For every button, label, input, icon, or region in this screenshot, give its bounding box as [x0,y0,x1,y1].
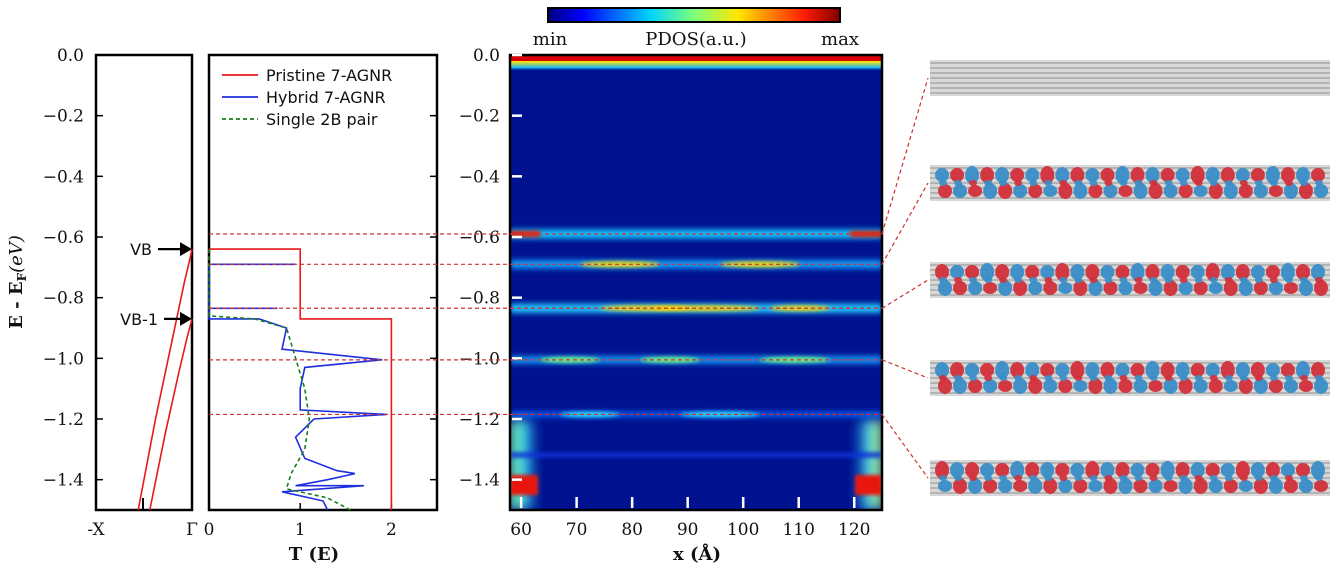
y-tick-label: −0.6 [43,228,84,248]
colorbar-max-label: max [821,29,859,50]
band-x-tick-label: -X [87,520,105,540]
legend-entry: Hybrid 7-AGNR [266,88,386,107]
band-x-tick-label: Γ [186,520,198,540]
arrow-head-icon [180,242,192,257]
y-tick-label: −0.4 [459,167,500,187]
y-tick-label: −1.2 [459,410,500,430]
transmission-series-line [209,248,393,510]
ribbon-isosurface-image [930,460,1330,496]
colorbar [547,7,841,23]
x-tick-label: 2 [386,520,397,540]
x-tick-label: 0 [204,520,215,540]
x-tick-label: 110 [782,520,814,540]
y-tick-label: −0.6 [459,228,500,248]
pdos-frame [508,53,884,512]
band-curve [149,318,193,511]
ribbon-isosurface-image [930,262,1330,298]
y-tick-label: −1.2 [43,410,84,430]
ribbon-connector [881,279,929,309]
legend-entry: Pristine 7-AGNR [266,66,392,85]
ribbon-connector [881,414,929,479]
band-curve [137,248,193,511]
x-tick-label: 120 [838,520,870,540]
band-annotation-label: VB [130,240,152,259]
svg-text:E - EF(eV): E - EF(eV) [6,235,29,329]
y-tick-label: −1.0 [43,349,84,369]
x-tick-label: 100 [727,520,759,540]
band-curves [137,248,193,511]
y-axis-title: E - EF(eV) [6,235,29,329]
ribbon-connector [881,359,929,379]
transmission-x-axis-title: T (E) [289,544,339,565]
y-tick-label: 0.0 [57,46,84,66]
y-tick-label: 0.0 [473,46,500,66]
x-tick-label: 80 [621,520,643,540]
arrow-head-icon [180,311,192,326]
pdos-panel: 0.0 −0.2 −0.4 −0.6 −0.8 −1.0 −1.2 −1.4 60 70 80 90 1… [459,7,884,565]
y-tick-label: −1.0 [459,349,500,369]
ribbon-isosurface-image [930,60,1330,96]
y-tick-label: −1.4 [43,471,84,491]
x-tick-label: 70 [566,520,588,540]
band-annotation-label: VB-1 [120,310,158,329]
band-structure-panel: 0.0 −0.2 −0.4 −0.6 −0.8 −1.0 −1.2 −1.4 -X Γ E -… [6,46,198,540]
dashed-connectors [209,77,929,479]
colorbar-label: PDOS(a.u.) [645,29,746,50]
legend-entry: Single 2B pair [266,110,378,129]
ribbon-isosurface-image [930,165,1330,201]
legend: Pristine 7-AGNR Hybrid 7-AGNR Single 2B pa… [222,66,392,129]
transmission-series-line [208,249,351,511]
ribbon-connector [881,182,929,265]
band-annotations: VB VB-1 [120,240,192,329]
band-structure-y-axis: 0.0 −0.2 −0.4 −0.6 −0.8 −1.0 −1.2 −1.4 [43,46,103,491]
pdos-heatmap [510,55,882,510]
transmission-curves [208,248,393,511]
y-tick-label: −0.2 [459,107,500,127]
pdos-x-axis-title: x (Å) [673,542,721,565]
colorbar-min-label: min [533,29,568,50]
y-tick-label: −0.8 [43,289,84,309]
x-tick-label: 90 [677,520,699,540]
ribbon-connector [881,77,929,235]
transmission-panel: 0 1 2 T (E) Pristine 7-AGNR Hybrid 7-AGNR Si… [204,53,439,565]
y-tick-label: −0.8 [459,289,500,309]
ribbon-isosurface-image [930,360,1330,396]
y-tick-label: −1.4 [459,471,500,491]
ribbon-isosurfaces [930,60,1330,496]
band-structure-frame [94,53,194,512]
y-tick-label: −0.2 [43,107,84,127]
x-tick-label: 60 [510,520,532,540]
y-tick-label: −0.4 [43,167,84,187]
x-tick-label: 1 [295,520,306,540]
transmission-series-line [208,263,387,511]
